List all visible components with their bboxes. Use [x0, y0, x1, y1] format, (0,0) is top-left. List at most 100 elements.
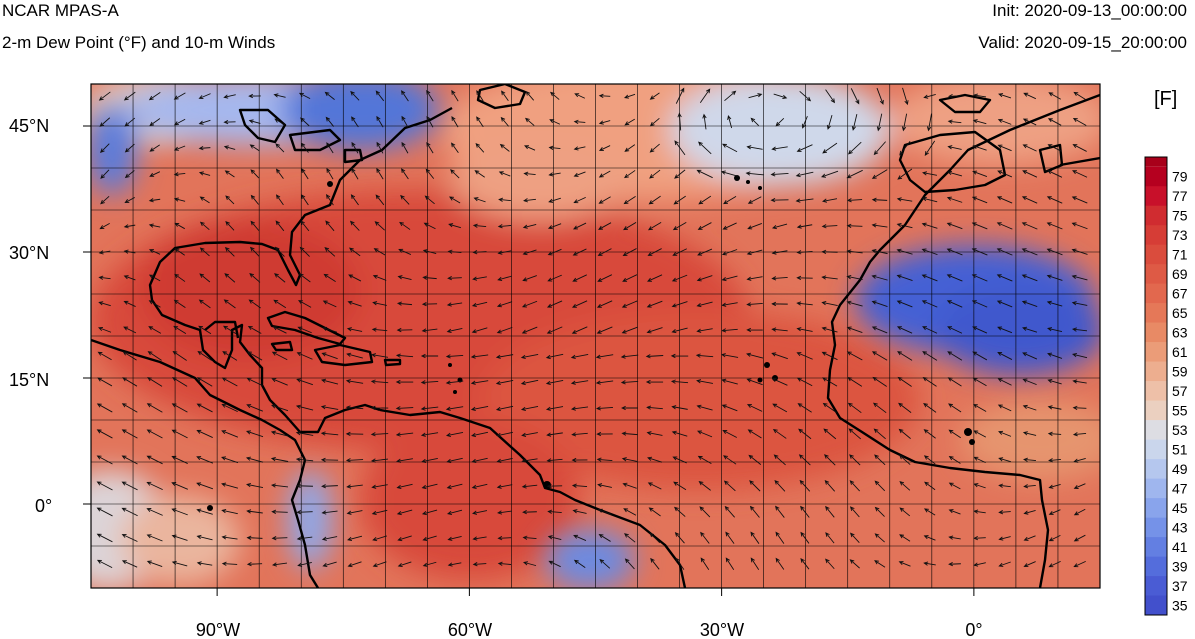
- wind-arrow: [796, 250, 813, 255]
- colorbar-swatch: [1145, 225, 1167, 246]
- wind-arrow: [923, 508, 936, 516]
- colorbar-swatch: [1145, 459, 1167, 479]
- wind-arrow: [696, 301, 713, 308]
- colorbar-label: 75: [1172, 207, 1188, 223]
- wind-arrow: [721, 302, 738, 307]
- colorbar-label: 41: [1172, 539, 1188, 555]
- wind-arrow: [198, 299, 211, 309]
- wind-arrow: [546, 483, 563, 489]
- wind-arrow: [595, 380, 614, 385]
- wind-arrow: [97, 377, 113, 387]
- wind-arrow: [702, 113, 707, 130]
- wind-arrow: [497, 536, 512, 541]
- wind-arrow: [123, 249, 136, 254]
- wind-arrow: [96, 455, 113, 465]
- wind-arrow: [247, 351, 263, 361]
- wind-arrow: [546, 458, 563, 463]
- wind-arrow: [425, 168, 435, 179]
- wind-arrow: [246, 562, 263, 567]
- wind-arrow: [821, 301, 838, 306]
- wind-arrow: [270, 457, 289, 462]
- wind-arrow: [1048, 534, 1061, 542]
- wind-arrow: [1072, 117, 1087, 126]
- wind-arrow: [721, 328, 738, 333]
- wind-arrow: [298, 300, 312, 308]
- wind-arrow: [972, 170, 988, 177]
- wind-arrow: [749, 480, 761, 492]
- wind-arrow: [997, 351, 1013, 360]
- wind-arrow: [198, 325, 212, 335]
- wind-arrow: [573, 146, 586, 151]
- wind-arrow: [947, 377, 962, 387]
- wind-arrow: [173, 118, 186, 126]
- wind-arrow: [973, 562, 986, 567]
- wind-arrow: [697, 430, 713, 438]
- wind-arrow: [422, 561, 437, 567]
- wind-arrow: [545, 353, 564, 360]
- wind-arrow: [1048, 484, 1061, 489]
- colorbar-swatch: [1145, 381, 1167, 401]
- wind-arrow: [447, 509, 463, 516]
- wind-arrow: [721, 404, 738, 412]
- wind-arrow: [174, 248, 185, 256]
- wind-arrow: [923, 455, 936, 465]
- wind-arrow: [775, 557, 785, 570]
- colorbar-swatch: [1145, 517, 1167, 538]
- wind-arrow: [646, 300, 663, 308]
- wind-arrow: [297, 562, 312, 567]
- wind-arrow: [971, 274, 988, 282]
- wind-arrow: [871, 248, 888, 255]
- wind-arrow: [675, 557, 685, 570]
- wind-arrow: [795, 171, 814, 178]
- wind-arrow: [299, 246, 310, 257]
- wind-arrow: [896, 197, 913, 202]
- wind-arrow: [148, 223, 161, 228]
- wind-arrow: [376, 115, 384, 128]
- wind-arrow: [598, 534, 611, 542]
- wind-arrow: [351, 116, 359, 128]
- wind-arrow: [121, 455, 138, 465]
- wind-arrow: [547, 248, 562, 256]
- wind-arrow: [796, 224, 813, 229]
- wind-arrow: [320, 431, 339, 436]
- wind-arrow: [421, 483, 438, 490]
- wind-arrow: [96, 507, 113, 517]
- colorbar-swatch: [1145, 361, 1167, 382]
- wind-arrow: [923, 535, 936, 541]
- wind-arrow: [573, 171, 586, 177]
- wind-arrow: [171, 429, 188, 439]
- wind-arrow: [300, 117, 310, 127]
- wind-arrow: [996, 274, 1013, 282]
- wind-arrow: [275, 194, 284, 206]
- wind-arrow: [221, 482, 239, 489]
- colorbar-label: 63: [1172, 324, 1188, 340]
- wind-arrow: [822, 198, 838, 203]
- wind-arrow: [824, 454, 836, 466]
- wind-arrow: [1071, 196, 1088, 204]
- wind-arrow: [921, 274, 938, 282]
- wind-arrow: [923, 94, 936, 99]
- colorbar-label: 43: [1172, 519, 1188, 535]
- wind-arrow: [472, 562, 487, 567]
- wind-arrow: [972, 144, 987, 151]
- wind-arrow: [349, 220, 360, 231]
- wind-arrow: [649, 117, 660, 127]
- wind-arrow: [146, 429, 163, 439]
- wind-arrow: [223, 299, 236, 309]
- wind-arrow: [896, 274, 913, 282]
- wind-arrow: [696, 169, 713, 179]
- wind-arrow: [623, 222, 637, 231]
- wind-arrow: [522, 561, 537, 567]
- wind-arrow: [350, 90, 360, 101]
- wind-arrow: [1071, 353, 1088, 359]
- wind-arrow: [848, 428, 862, 440]
- wind-arrow: [871, 274, 888, 281]
- wind-arrow: [473, 197, 486, 203]
- colorbar-label: 79: [1172, 168, 1188, 184]
- wind-arrow: [673, 481, 687, 491]
- wind-arrow: [548, 172, 561, 177]
- wind-arrow: [998, 536, 1011, 541]
- wind-arrow: [225, 195, 235, 205]
- colorbar-swatch: [1145, 595, 1167, 616]
- wind-arrow: [771, 223, 788, 230]
